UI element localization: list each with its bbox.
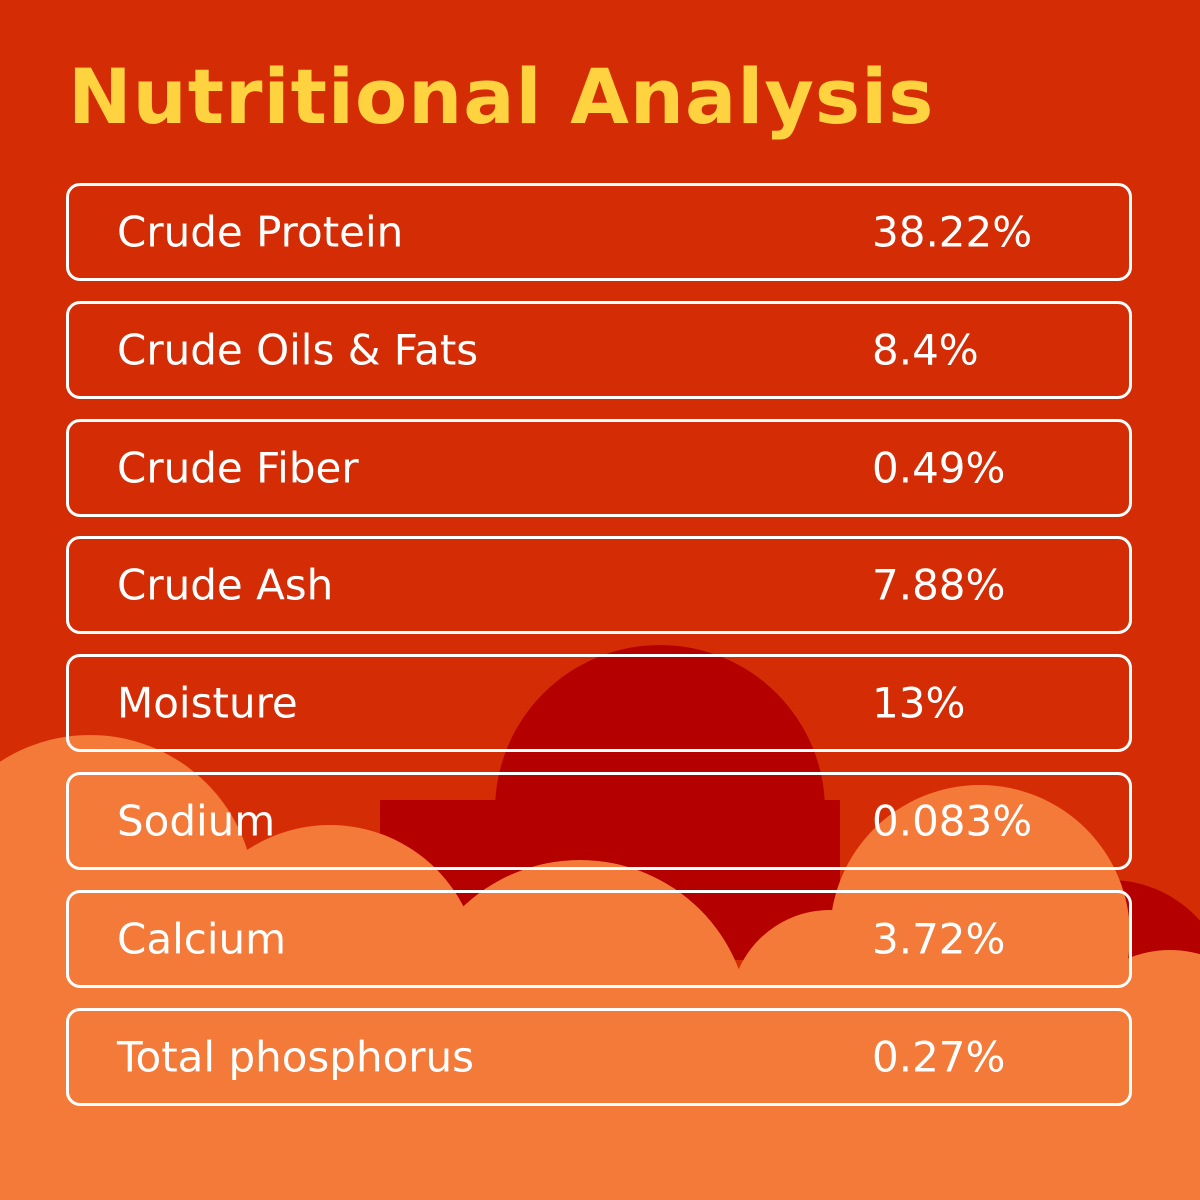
nutrient-value: 8.4% [872, 325, 979, 375]
table-row: Crude Ash 7.88% [66, 536, 1132, 635]
nutrient-value: 0.083% [872, 796, 1033, 846]
nutrient-value: 38.22% [872, 207, 1033, 257]
nutrient-name: Moisture [117, 678, 298, 728]
table-row: Crude Protein 38.22% [66, 183, 1132, 281]
title: Nutritional Analysis [68, 52, 935, 141]
nutrient-name: Sodium [117, 796, 276, 846]
nutrient-name: Crude Oils & Fats [117, 325, 479, 375]
table-row: Total phosphorus 0.27% [66, 1007, 1132, 1106]
table-row: Sodium 0.083% [66, 772, 1132, 870]
nutrient-name: Crude Ash [117, 560, 334, 610]
nutrient-value: 0.27% [872, 1032, 1006, 1082]
table-row: Moisture 13% [66, 654, 1132, 753]
table-row: Calcium 3.72% [66, 889, 1132, 988]
nutrient-name: Crude Fiber [117, 443, 359, 493]
nutrient-name: Calcium [117, 914, 287, 964]
table-row: Crude Fiber 0.49% [66, 418, 1132, 517]
nutrient-name: Crude Protein [117, 207, 404, 257]
nutrient-name: Total phosphorus [117, 1032, 475, 1082]
nutrient-value: 3.72% [872, 914, 1006, 964]
nutrient-value: 7.88% [872, 560, 1006, 610]
nutrient-value: 13% [872, 678, 966, 728]
nutrient-value: 0.49% [872, 443, 1006, 493]
table-row: Crude Oils & Fats 8.4% [66, 300, 1132, 399]
